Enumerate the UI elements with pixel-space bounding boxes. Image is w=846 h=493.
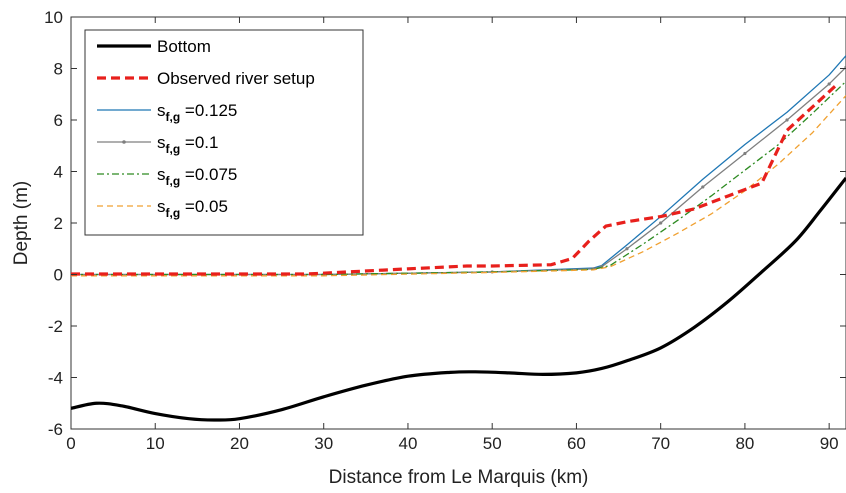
legend-label: Bottom (157, 37, 211, 56)
x-tick-label: 80 (735, 434, 754, 453)
x-tick-label: 50 (483, 434, 502, 453)
series-line-observed-river-setup (71, 82, 839, 276)
x-tick-label: 90 (820, 434, 839, 453)
legend-label: sf,g =0.125 (157, 101, 237, 124)
y-tick-label: 8 (54, 60, 63, 79)
series-line-s-f-g-0-05 (71, 95, 846, 277)
y-tick-label: -2 (48, 317, 63, 336)
y-tick-label: -4 (48, 369, 63, 388)
legend-label: Observed river setup (157, 69, 315, 88)
x-axis-label: Distance from Le Marquis (km) (329, 467, 589, 488)
series-line-bottom (71, 176, 846, 422)
legend-label: sf,g =0.1 (157, 133, 218, 156)
data-point (701, 185, 705, 189)
data-point (785, 118, 789, 122)
legend-label: sf,g =0.05 (157, 197, 228, 220)
y-tick-label: 6 (54, 111, 63, 130)
data-point (659, 221, 663, 225)
y-axis-label: Depth (m) (11, 181, 32, 265)
ticks: 0 10 20 30 40 50 60 70 80 90 -6 -4 -2 0 2 4 6 8 10 (44, 8, 846, 453)
legend: Bottom Observed river setup sf,g =0.125 sf,… (84, 29, 364, 236)
x-tick-label: 30 (314, 434, 333, 453)
y-tick-label: -6 (48, 420, 63, 439)
y-tick-label: 10 (44, 8, 63, 27)
x-tick-label: 0 (66, 434, 75, 453)
legend-label: sf,g =0.075 (157, 165, 237, 188)
x-tick-label: 10 (146, 434, 165, 453)
data-point (827, 82, 831, 86)
data-point (625, 247, 629, 251)
plot-area (71, 55, 846, 422)
legend-marker (122, 140, 126, 144)
x-tick-label: 40 (398, 434, 417, 453)
legend-box (84, 29, 364, 236)
y-tick-label: 0 (54, 266, 63, 285)
y-tick-label: 4 (54, 163, 63, 182)
x-tick-label: 20 (230, 434, 249, 453)
x-tick-label: 60 (567, 434, 586, 453)
y-tick-label: 2 (54, 214, 63, 233)
data-point (743, 151, 747, 156)
x-tick-label: 70 (651, 434, 670, 453)
